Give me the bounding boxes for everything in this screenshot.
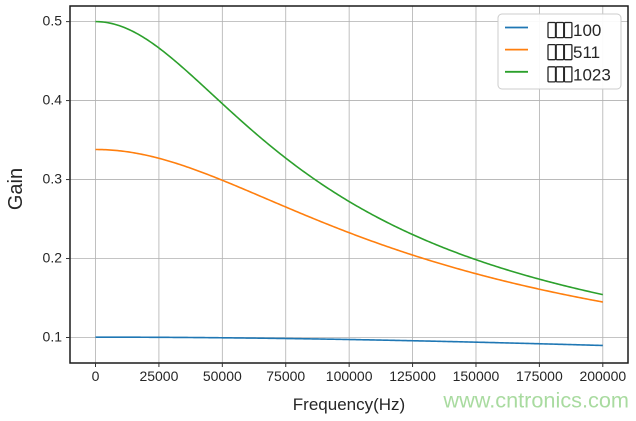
- svg-text:175000: 175000: [516, 368, 563, 384]
- svg-text:25000: 25000: [139, 368, 178, 384]
- svg-text:www.cntronics.com: www.cntronics.com: [442, 388, 629, 413]
- svg-text:100: 100: [573, 21, 601, 40]
- svg-text:0.4: 0.4: [43, 92, 63, 108]
- svg-text:Frequency(Hz): Frequency(Hz): [293, 395, 405, 414]
- svg-text:Gain: Gain: [5, 168, 27, 210]
- svg-text:0.5: 0.5: [43, 13, 63, 29]
- svg-text:150000: 150000: [453, 368, 500, 384]
- svg-text:1023: 1023: [573, 65, 611, 84]
- svg-text:100000: 100000: [326, 368, 373, 384]
- svg-text:0.1: 0.1: [43, 329, 63, 345]
- svg-text:50000: 50000: [203, 368, 242, 384]
- svg-text:0.2: 0.2: [43, 250, 63, 266]
- svg-text:0: 0: [92, 368, 100, 384]
- svg-text:0.3: 0.3: [43, 171, 63, 187]
- svg-text:125000: 125000: [389, 368, 436, 384]
- svg-text:200000: 200000: [579, 368, 626, 384]
- svg-text:75000: 75000: [266, 368, 305, 384]
- svg-text:511: 511: [573, 43, 600, 62]
